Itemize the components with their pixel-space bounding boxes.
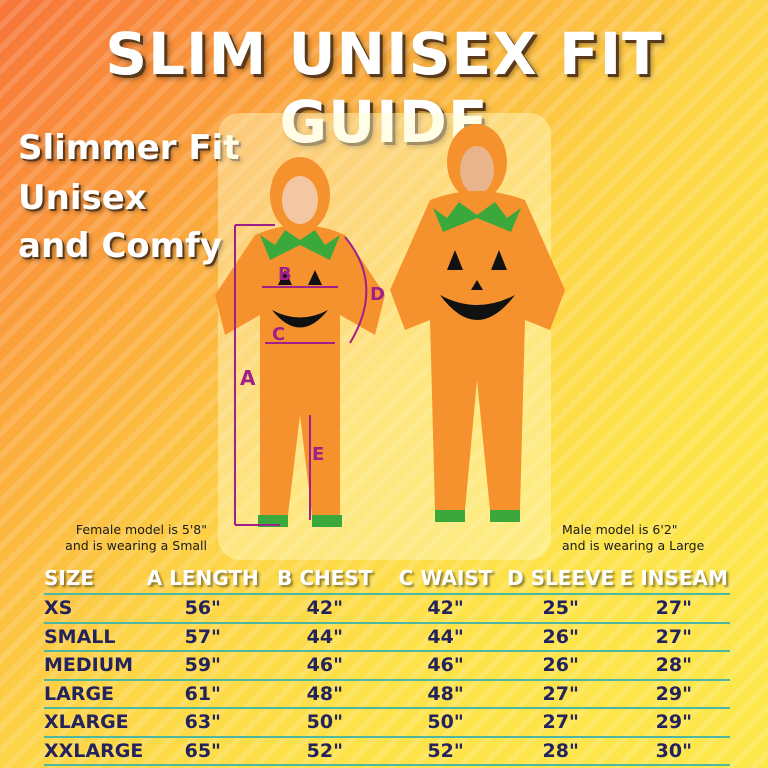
measurement-cell: 59" [143,651,263,681]
measurement-cell: 63" [143,708,263,738]
header-length: A LENGTH [143,563,263,595]
male-model-photo [390,124,565,522]
measurement-cell: 56" [143,594,263,624]
header-inseam: E INSEAM [617,563,730,595]
size-cell: XLARGE [44,708,144,738]
subtitle-line: Unisex [18,178,147,218]
header-size: SIZE [44,563,144,595]
measurement-cell: 26" [503,651,618,681]
caption-line: Female model is 5'8" [75,522,207,537]
size-cell: XXLARGE [44,736,144,766]
measurement-cell: 50" [262,708,388,738]
measurement-cell: 26" [503,622,618,652]
measure-label-e: E [312,444,324,465]
measure-label-a: A [240,366,256,390]
measure-label-c: C [272,324,285,345]
caption-line: and is wearing a Large [562,538,705,553]
table-row: XLARGE 63" 50" 50" 27" 29" [44,708,730,738]
measurement-cell: 44" [387,622,504,652]
measurement-cell: 29" [617,679,730,709]
measurement-cell: 48" [262,679,388,709]
measure-label-d: D [370,284,385,305]
measurement-cell: 52" [262,736,388,766]
caption-line: and is wearing a Small [65,538,207,553]
size-cell: SMALL [44,622,144,652]
measurement-cell: 42" [387,594,504,624]
table-row: XXLARGE 65" 52" 52" 28" 30" [44,736,730,766]
measurement-cell: 52" [387,736,504,766]
header-waist: C WAIST [387,563,504,595]
male-model-caption: Male model is 6'2" and is wearing a Larg… [562,522,704,554]
measurement-cell: 57" [143,622,263,652]
size-cell: MEDIUM [44,651,144,681]
female-model-photo: A B C D E [215,157,385,527]
measurement-cell: 27" [617,594,730,624]
caption-line: Male model is 6'2" [562,522,678,537]
measurement-cell: 27" [617,622,730,652]
page-title: SLIM UNISEX FIT GUIDE [105,20,663,156]
measurement-cell: 27" [503,708,618,738]
measurement-cell: 30" [617,736,730,766]
header-chest: B CHEST [262,563,388,595]
measurement-cell: 65" [143,736,263,766]
measurement-cell: 29" [617,708,730,738]
measurement-cell: 28" [617,651,730,681]
measurement-cell: 44" [262,622,388,652]
measurement-cell: 61" [143,679,263,709]
measurement-cell: 28" [503,736,618,766]
female-model-caption: Female model is 5'8" and is wearing a Sm… [55,522,207,554]
measure-label-b: B [278,264,292,285]
table-row: MEDIUM 59" 46" 46" 26" 28" [44,651,730,681]
size-cell: XS [44,594,144,624]
measurement-cell: 25" [503,594,618,624]
table-row: LARGE 61" 48" 48" 27" 29" [44,679,730,709]
measurement-cell: 50" [387,708,504,738]
measurement-cell: 27" [503,679,618,709]
measurement-cell: 46" [387,651,504,681]
header-sleeve: D SLEEVE [503,563,618,595]
size-chart-table: SIZE A LENGTH B CHEST C WAIST D SLEEVE E… [44,563,730,766]
measurement-cell: 42" [262,594,388,624]
table-header-row: SIZE A LENGTH B CHEST C WAIST D SLEEVE E… [44,563,730,595]
subtitle-line: Slimmer Fit [18,128,240,168]
table-row: XS 56" 42" 42" 25" 27" [44,594,730,624]
table-row: SMALL 57" 44" 44" 26" 27" [44,622,730,652]
measurement-cell: 48" [387,679,504,709]
measurement-cell: 46" [262,651,388,681]
subtitle-line: and Comfy [18,226,223,266]
size-cell: LARGE [44,679,144,709]
